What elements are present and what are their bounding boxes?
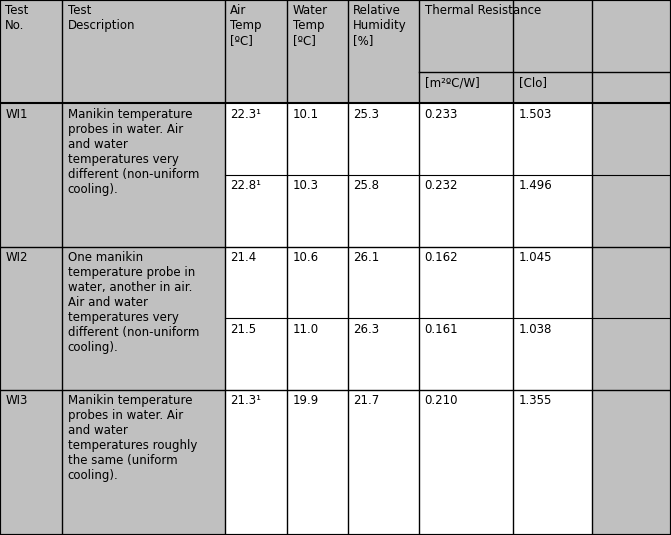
Text: 22.8¹: 22.8¹ bbox=[230, 179, 261, 192]
Text: Manikin temperature
probes in water. Air
and water
temperatures roughly
the same: Manikin temperature probes in water. Air… bbox=[68, 394, 197, 482]
Text: Test
Description: Test Description bbox=[68, 4, 136, 32]
Bar bbox=[225, 318, 287, 390]
Bar bbox=[287, 247, 348, 318]
Text: 26.3: 26.3 bbox=[353, 323, 379, 335]
Bar bbox=[513, 247, 592, 318]
Text: WI1: WI1 bbox=[5, 108, 28, 120]
Text: 21.3¹: 21.3¹ bbox=[230, 394, 261, 407]
Text: Thermal Resistance: Thermal Resistance bbox=[425, 4, 541, 17]
Text: Manikin temperature
probes in water. Air
and water
temperatures very
different (: Manikin temperature probes in water. Air… bbox=[68, 108, 199, 195]
Bar bbox=[225, 175, 287, 247]
Bar bbox=[225, 103, 287, 175]
Text: 1.503: 1.503 bbox=[519, 108, 552, 120]
Text: [Clo]: [Clo] bbox=[519, 77, 547, 89]
Bar bbox=[287, 318, 348, 390]
Text: Relative
Humidity
[%]: Relative Humidity [%] bbox=[353, 4, 407, 47]
Text: 21.5: 21.5 bbox=[230, 323, 256, 335]
Text: 0.162: 0.162 bbox=[425, 251, 458, 264]
Text: 1.355: 1.355 bbox=[519, 394, 552, 407]
Text: WI3: WI3 bbox=[5, 394, 28, 407]
Text: 10.6: 10.6 bbox=[293, 251, 319, 264]
Bar bbox=[287, 175, 348, 247]
Text: 1.045: 1.045 bbox=[519, 251, 552, 264]
Text: 11.0: 11.0 bbox=[293, 323, 319, 335]
Text: 25.8: 25.8 bbox=[353, 179, 379, 192]
Text: 26.1: 26.1 bbox=[353, 251, 379, 264]
Text: 19.9: 19.9 bbox=[293, 394, 319, 407]
Text: 0.161: 0.161 bbox=[425, 323, 458, 335]
Bar bbox=[225, 247, 287, 318]
Text: 22.3¹: 22.3¹ bbox=[230, 108, 261, 120]
Text: 1.038: 1.038 bbox=[519, 323, 552, 335]
Bar bbox=[513, 318, 592, 390]
Text: [m²ºC/W]: [m²ºC/W] bbox=[425, 77, 480, 89]
Text: Air
Temp
[ºC]: Air Temp [ºC] bbox=[230, 4, 262, 47]
Bar bbox=[348, 103, 419, 175]
Text: 21.4: 21.4 bbox=[230, 251, 256, 264]
Bar bbox=[348, 318, 419, 390]
Text: 10.1: 10.1 bbox=[293, 108, 319, 120]
Bar bbox=[513, 175, 592, 247]
Bar bbox=[513, 390, 592, 535]
Bar bbox=[419, 103, 513, 175]
Text: Water
Temp
[ºC]: Water Temp [ºC] bbox=[293, 4, 327, 47]
Bar bbox=[419, 318, 513, 390]
Text: 0.210: 0.210 bbox=[425, 394, 458, 407]
Text: Test
No.: Test No. bbox=[5, 4, 29, 32]
Bar bbox=[287, 390, 348, 535]
Text: WI2: WI2 bbox=[5, 251, 28, 264]
Text: 10.3: 10.3 bbox=[293, 179, 319, 192]
Bar bbox=[419, 175, 513, 247]
Bar bbox=[348, 175, 419, 247]
Bar bbox=[348, 390, 419, 535]
Text: 0.233: 0.233 bbox=[425, 108, 458, 120]
Text: 1.496: 1.496 bbox=[519, 179, 552, 192]
Text: 0.232: 0.232 bbox=[425, 179, 458, 192]
Text: One manikin
temperature probe in
water, another in air.
Air and water
temperatur: One manikin temperature probe in water, … bbox=[68, 251, 199, 354]
Bar bbox=[287, 103, 348, 175]
Bar bbox=[225, 390, 287, 535]
Bar bbox=[419, 247, 513, 318]
Bar bbox=[348, 247, 419, 318]
Text: 21.7: 21.7 bbox=[353, 394, 379, 407]
Bar bbox=[513, 103, 592, 175]
Text: 25.3: 25.3 bbox=[353, 108, 379, 120]
Bar bbox=[419, 390, 513, 535]
